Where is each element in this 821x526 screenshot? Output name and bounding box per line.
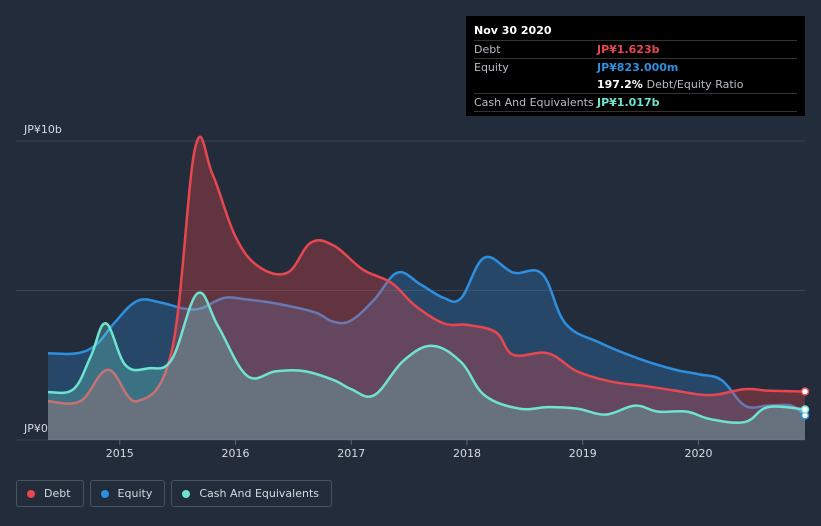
legend-item-cash[interactable]: Cash And Equivalents [171,480,332,507]
tooltip-value-debt: JP¥1.623b [597,43,660,56]
legend-dot-cash [182,489,191,498]
tooltip-label-equity: Equity [474,61,509,74]
line-equity [47,255,806,417]
tooltip-label-cash: Cash And Equivalents [474,96,594,109]
legend-label-debt: Debt [44,487,71,500]
tooltip-row-cash: Cash And Equivalents JP¥1.017b [474,94,797,112]
ratio-value: 197.2% [597,78,643,91]
legend-label-equity: Equity [117,487,153,500]
tooltip-label-debt: Debt [474,43,501,56]
legend-dot-debt [27,489,35,498]
area-cash [48,292,805,440]
chart-legend: Debt Equity Cash And Equivalents [16,480,332,507]
tooltip-value-ratio: 197.2% Debt/Equity Ratio [597,76,743,93]
tooltip-row-debt: Debt JP¥1.623b [474,41,797,59]
legend-dot-equity [100,489,109,498]
area-equity [48,256,805,440]
x-tick-label-2018: 2018 [453,447,481,460]
legend-item-equity[interactable]: Equity [89,480,166,507]
line-cash [47,291,806,425]
y-axis-bottom-label: JP¥0 [24,422,48,435]
endpoint-cash [800,405,810,414]
x-tick-label-2020: 2020 [685,447,713,460]
tooltip-value-equity: JP¥823.000m [597,61,679,74]
tooltip-label-ratio [474,76,597,93]
y-axis-top-label: JP¥10b [24,123,62,136]
line-debt [47,135,806,405]
legend-item-debt[interactable]: Debt [16,480,84,507]
ratio-caption: Debt/Equity Ratio [646,78,744,91]
tooltip-value-cash: JP¥1.017b [597,96,660,109]
data-tooltip: Nov 30 2020 Debt JP¥1.623b Equity JP¥823… [466,16,805,116]
tooltip-row-ratio: 197.2% Debt/Equity Ratio [474,76,797,94]
x-tick-label-2016: 2016 [222,447,250,460]
tooltip-date: Nov 30 2020 [474,22,797,41]
tooltip-row-equity: Equity JP¥823.000m [474,59,797,76]
x-tick-label-2017: 2017 [337,447,365,460]
endpoint-debt [800,387,810,396]
legend-label-cash: Cash And Equivalents [199,487,319,500]
x-tick-label-2019: 2019 [569,447,597,460]
x-tick-label-2015: 2015 [106,447,134,460]
